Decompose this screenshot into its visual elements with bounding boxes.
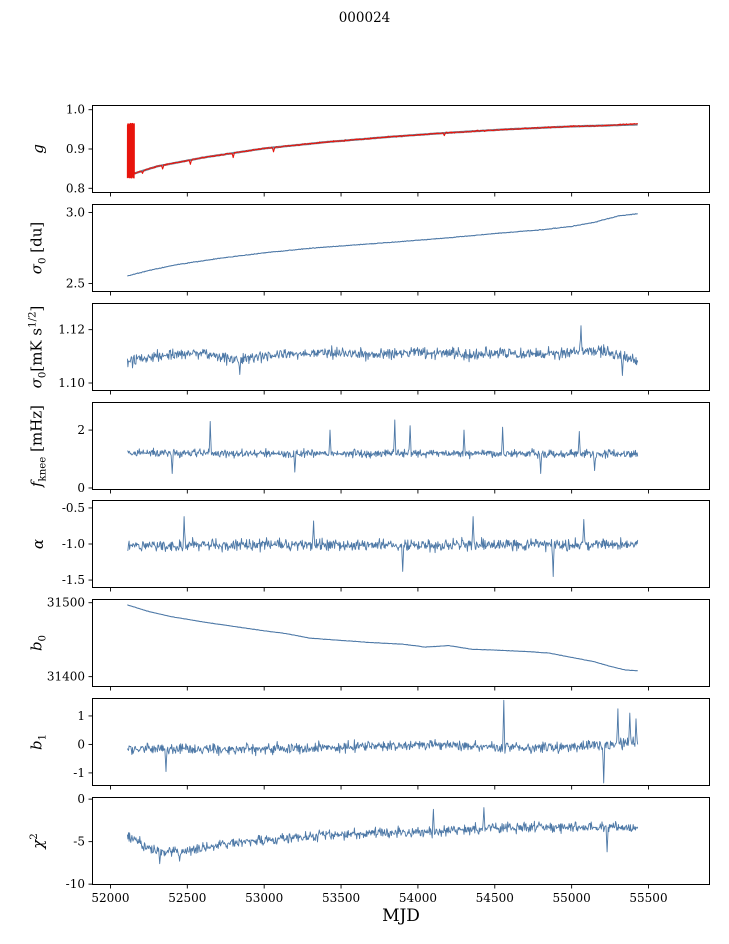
panel-border — [92, 401, 710, 490]
tick-label: 0.9 — [66, 142, 85, 156]
tick-label: -5 — [73, 835, 85, 849]
plot-panel-alpha: -0.5 -1.0 -1.5 — [62, 500, 710, 592]
series-gain — [126, 122, 638, 179]
ylabel-sigma0-du: σ0 [du] — [27, 221, 49, 275]
tick-label: 31500 — [47, 596, 85, 610]
tick-label: 2 — [77, 423, 85, 437]
tick-label: 52000 — [91, 891, 129, 905]
tick-label: 55000 — [553, 891, 591, 905]
plot-panel-b1: 1 0 -1 — [73, 698, 710, 790]
tick-label: 53000 — [245, 891, 283, 905]
tick-label: -1.5 — [62, 573, 85, 587]
plot-panel-g: 1.0 0.9 0.8 — [66, 103, 710, 197]
tick-label: -0.5 — [62, 501, 85, 515]
tick-label: 0 — [77, 792, 85, 806]
panel-border — [92, 105, 710, 193]
tick-label: 55500 — [629, 891, 667, 905]
tick-label: 3.0 — [66, 205, 85, 219]
ylabel-g: g — [29, 144, 47, 154]
tick-label: 52500 — [168, 891, 206, 905]
panel-border — [92, 302, 710, 391]
panel-border — [92, 203, 710, 292]
tick-label: 54500 — [476, 891, 514, 905]
ylabel-alpha: α — [29, 539, 47, 550]
ylabel-f-knee: fknee [mHz] — [27, 404, 49, 487]
panel-border — [92, 796, 710, 885]
series-sigma0-mK — [126, 324, 639, 376]
tick-label: 0 — [77, 738, 85, 752]
tick-label: 53500 — [322, 891, 360, 905]
tick-label: 31400 — [47, 670, 85, 684]
series-b1 — [126, 699, 639, 784]
panel-border — [92, 500, 710, 589]
ylabel-chi2: χ2 — [29, 833, 47, 849]
series-sigma0-du — [127, 212, 638, 277]
series-b0 — [127, 604, 638, 672]
tick-label: 1.10 — [58, 376, 85, 390]
ylabel-sigma0-mK: σ0[mK s1/2] — [27, 305, 49, 389]
tick-label: 1 — [77, 709, 85, 723]
figure-title: 000024 — [338, 10, 391, 26]
ylabel-b0: b0 — [27, 635, 49, 652]
series-f-knee — [127, 419, 639, 474]
plot-panel-sigma0-du: 3.0 2.5 — [66, 203, 710, 296]
ylabel-b1: b1 — [27, 734, 49, 751]
tick-label: 0 — [77, 481, 85, 495]
tick-label: 2.5 — [66, 276, 85, 290]
plot-panel-chi2: 0 -5 -10 52000 52500 53000 53500 54000 54500 5500… — [66, 792, 710, 905]
panel-border — [92, 698, 710, 787]
plot-panel-b0: 31500 31400 — [47, 596, 710, 691]
tick-label: -1 — [73, 766, 85, 780]
x-axis-label: MJD — [382, 906, 420, 926]
series-alpha — [127, 516, 639, 578]
tick-label: 0.8 — [66, 181, 85, 195]
tick-label: -1.0 — [62, 537, 85, 551]
tick-label: 1.12 — [58, 322, 85, 336]
tick-label: 54000 — [399, 891, 437, 905]
plot-panel-sigma0-mK: 1.12 1.10 — [58, 302, 710, 395]
plot-panel-f-knee: 20 — [77, 401, 710, 495]
series-chi2 — [126, 807, 639, 865]
panel-border — [92, 599, 710, 688]
tick-label: 1.0 — [66, 103, 85, 117]
series-smoothed-gain — [127, 123, 638, 177]
tick-label: -10 — [66, 877, 85, 891]
